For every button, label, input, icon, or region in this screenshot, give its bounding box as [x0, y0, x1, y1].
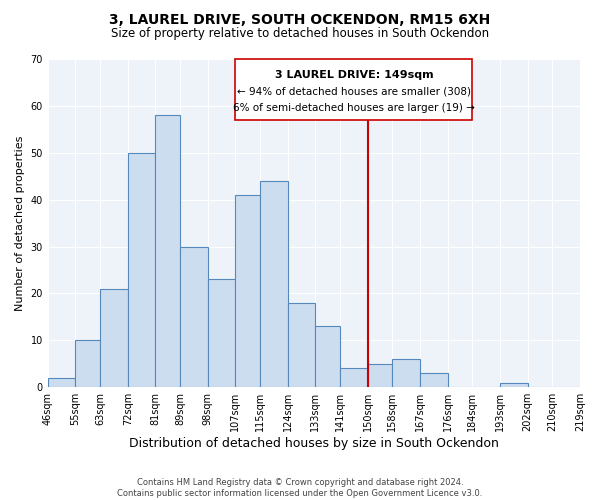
Bar	[100, 288, 128, 387]
Bar	[316, 326, 340, 387]
Bar	[235, 195, 260, 387]
Text: 3 LAUREL DRIVE: 149sqm: 3 LAUREL DRIVE: 149sqm	[275, 70, 433, 81]
Text: 3, LAUREL DRIVE, SOUTH OCKENDON, RM15 6XH: 3, LAUREL DRIVE, SOUTH OCKENDON, RM15 6X…	[109, 12, 491, 26]
Bar	[128, 153, 155, 387]
Text: Contains HM Land Registry data © Crown copyright and database right 2024.
Contai: Contains HM Land Registry data © Crown c…	[118, 478, 482, 498]
Text: 6% of semi-detached houses are larger (19) →: 6% of semi-detached houses are larger (1…	[233, 103, 475, 113]
Bar	[155, 116, 180, 387]
Bar	[392, 359, 420, 387]
Y-axis label: Number of detached properties: Number of detached properties	[15, 136, 25, 311]
Bar	[500, 382, 528, 387]
Bar	[340, 368, 368, 387]
Bar	[368, 364, 392, 387]
Text: Size of property relative to detached houses in South Ockendon: Size of property relative to detached ho…	[111, 28, 489, 40]
Text: ← 94% of detached houses are smaller (308): ← 94% of detached houses are smaller (30…	[237, 87, 471, 97]
X-axis label: Distribution of detached houses by size in South Ockendon: Distribution of detached houses by size …	[129, 437, 499, 450]
Bar	[180, 246, 208, 387]
Bar	[288, 303, 316, 387]
Bar	[420, 373, 448, 387]
Bar	[235, 59, 472, 120]
Bar	[48, 378, 76, 387]
Bar	[76, 340, 100, 387]
Bar	[208, 280, 235, 387]
Bar	[260, 181, 288, 387]
